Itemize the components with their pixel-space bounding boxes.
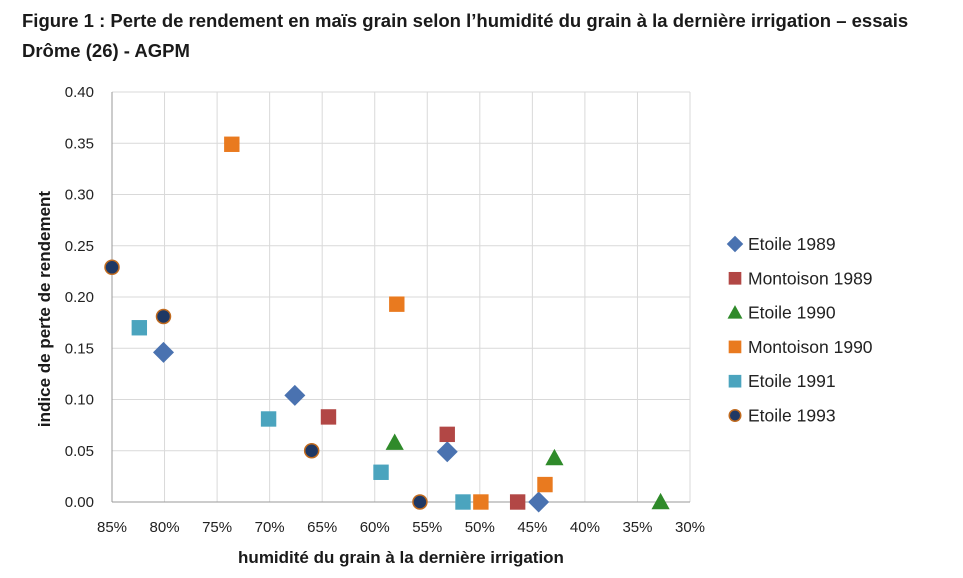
legend-label: Montoison 1989 bbox=[748, 268, 873, 288]
legend-label: Etoile 1991 bbox=[748, 371, 836, 391]
legend-marker-square bbox=[728, 271, 742, 285]
data-point-circle bbox=[155, 308, 172, 325]
x-tick-label: 30% bbox=[675, 519, 705, 536]
x-tick-label: 85% bbox=[97, 519, 127, 536]
y-tick-label: 0.25 bbox=[65, 238, 94, 255]
data-point-square bbox=[320, 409, 337, 425]
data-point-triangle bbox=[385, 433, 404, 450]
legend-marker-diamond bbox=[726, 235, 744, 253]
x-tick-label: 35% bbox=[622, 519, 652, 536]
x-tick-label: 75% bbox=[202, 519, 232, 536]
data-point-square bbox=[389, 296, 405, 312]
legend-label: Etoile 1990 bbox=[748, 303, 836, 323]
x-tick-label: 40% bbox=[570, 519, 600, 536]
x-tick-label: 65% bbox=[307, 519, 337, 536]
data-point-triangle bbox=[651, 492, 670, 510]
x-tick-label: 55% bbox=[412, 519, 442, 536]
data-point-square bbox=[439, 426, 455, 443]
x-tick-label: 80% bbox=[150, 519, 180, 536]
data-point-square bbox=[224, 136, 240, 152]
legend-marker-triangle bbox=[727, 305, 743, 319]
y-tick-label: 0.30 bbox=[65, 187, 94, 204]
data-point-square bbox=[373, 464, 389, 480]
y-tick-label: 0.00 bbox=[65, 494, 94, 511]
data-point-diamond bbox=[528, 491, 550, 513]
data-point-triangle bbox=[545, 448, 564, 466]
legend-label: Montoison 1990 bbox=[748, 337, 873, 357]
data-point-square bbox=[455, 494, 471, 510]
data-point-diamond bbox=[284, 384, 306, 406]
data-point-diamond bbox=[152, 341, 174, 363]
data-point-square bbox=[537, 476, 553, 493]
y-tick-label: 0.35 bbox=[65, 135, 94, 152]
data-point-circle bbox=[303, 443, 320, 459]
x-tick-label: 70% bbox=[255, 519, 285, 536]
data-points bbox=[104, 136, 670, 513]
y-tick-label: 0.20 bbox=[65, 289, 94, 306]
data-point-square bbox=[473, 494, 489, 510]
data-point-square bbox=[260, 411, 277, 427]
y-tick-label: 0.15 bbox=[65, 340, 94, 357]
legend-label: Etoile 1993 bbox=[748, 406, 836, 426]
x-tick-label: 50% bbox=[465, 519, 495, 536]
tick-labels: 85% 80% 75% 70% 65% 60% 55% 50% 45% 40% 35% 30% 0.00… bbox=[65, 84, 705, 536]
legend: Etoile 1989 Montoison 1989 Etoile 1990 Mont… bbox=[726, 234, 873, 426]
axes bbox=[111, 92, 690, 503]
y-axis-title: indice de perte de rendement bbox=[35, 191, 54, 428]
data-point-circle bbox=[412, 494, 428, 510]
data-point-diamond bbox=[436, 441, 458, 463]
grid bbox=[111, 91, 691, 503]
legend-marker-square bbox=[728, 374, 742, 388]
data-point-circle bbox=[104, 259, 120, 276]
legend-marker-square bbox=[728, 340, 742, 354]
y-tick-label: 0.05 bbox=[65, 443, 94, 460]
y-tick-label: 0.40 bbox=[65, 84, 94, 101]
x-axis-title: humidité du grain à la dernière irrigati… bbox=[238, 548, 564, 567]
y-tick-label: 0.10 bbox=[65, 392, 94, 409]
legend-marker-circle bbox=[728, 409, 742, 422]
data-point-square bbox=[509, 494, 526, 510]
data-point-square bbox=[131, 320, 148, 336]
legend-label: Etoile 1989 bbox=[748, 234, 836, 254]
x-tick-label: 45% bbox=[517, 519, 547, 536]
x-tick-label: 60% bbox=[360, 519, 390, 536]
chart-title: Figure 1 : Perte de rendement en maïs gr… bbox=[22, 10, 909, 61]
